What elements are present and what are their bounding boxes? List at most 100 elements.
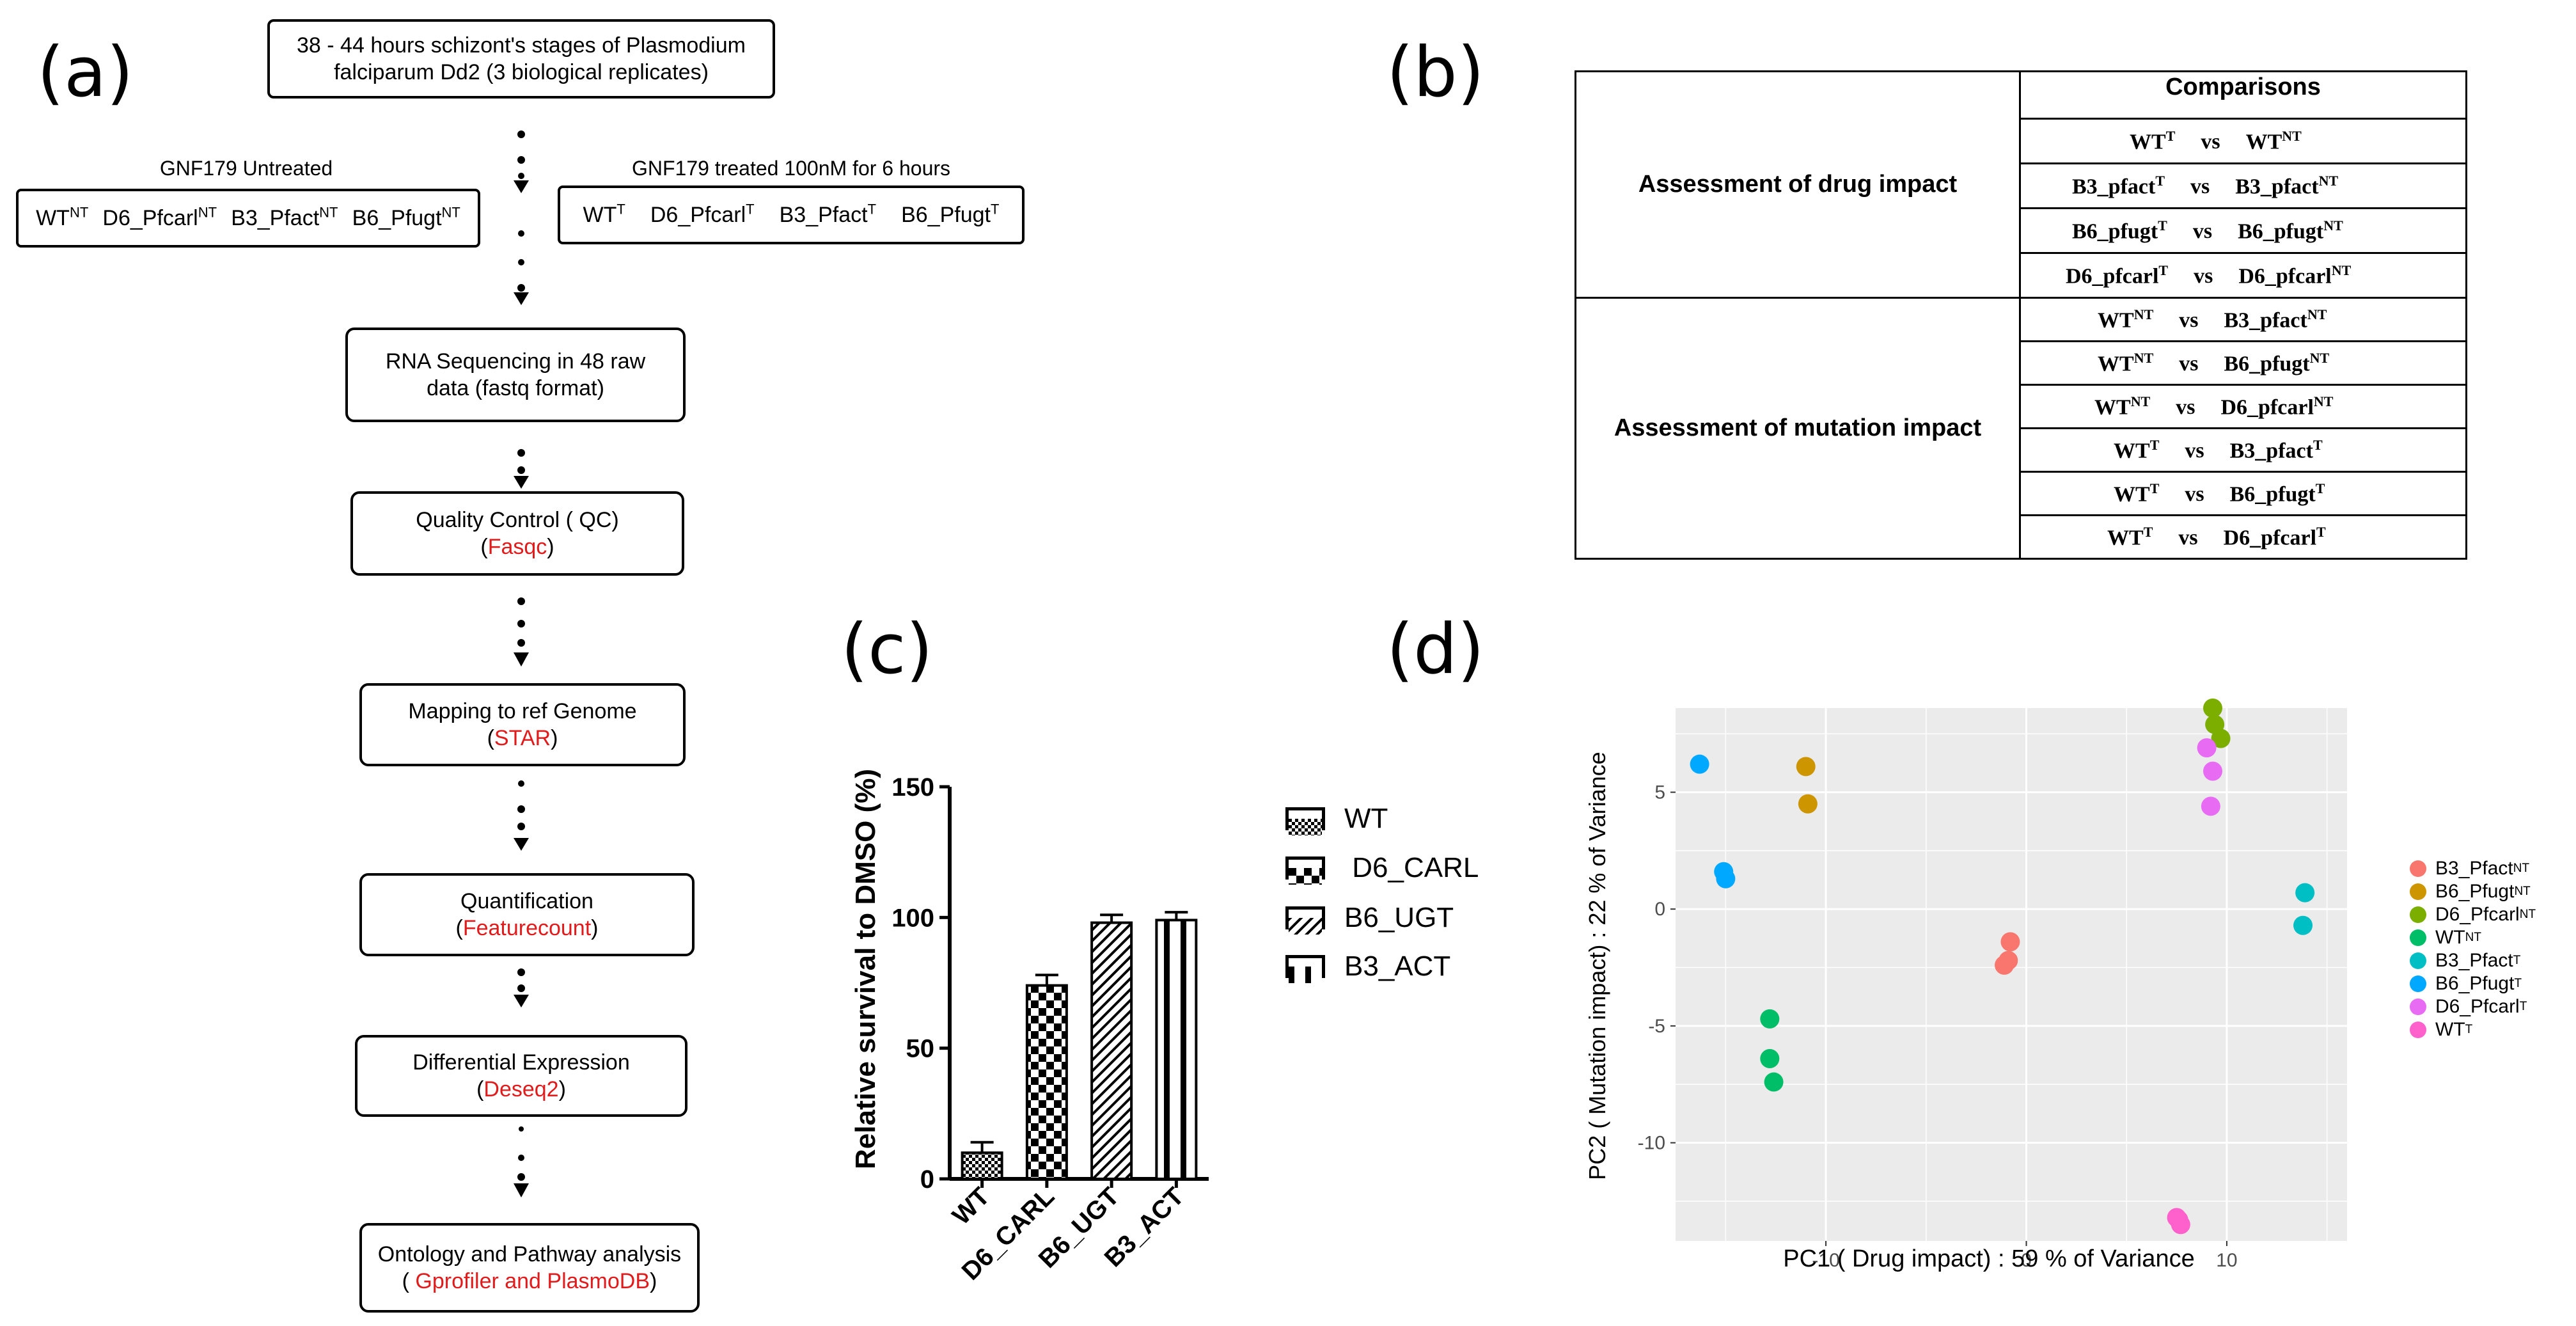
pca-legend-item: WT NT xyxy=(2410,926,2536,949)
bar-legend-b3: B3_ACT xyxy=(1285,951,1450,983)
mapping-label: Mapping to ref Genome xyxy=(408,699,637,723)
bar-x-tick-label: WT xyxy=(947,1182,995,1230)
mapping-box: Mapping to ref Genome (STAR) xyxy=(359,683,686,766)
panel-label-d: (d) xyxy=(1386,610,1484,690)
pca-point xyxy=(1760,1049,1780,1069)
pca-point xyxy=(2211,729,2231,748)
pca-legend-dot xyxy=(2410,929,2426,946)
start-line-1: 38 - 44 hours schizont's stages of Plasm… xyxy=(297,33,746,58)
qc-tool: Fasqc xyxy=(487,535,547,559)
pca-legend-dot xyxy=(2410,860,2426,877)
bar-legend-d6: D6_CARL xyxy=(1285,852,1479,885)
bar-y-tick-label: 150 xyxy=(891,773,934,801)
pca-point xyxy=(1760,1009,1780,1029)
pca-legend-item: WT T xyxy=(2410,1018,2536,1041)
qc-label: Quality Control ( QC) xyxy=(416,507,619,532)
pca-point xyxy=(1796,757,1816,777)
pca-point xyxy=(1716,869,1736,888)
pca-legend-item: B6_Pfugt NT xyxy=(2410,880,2536,903)
untreated-d6: D6_PfcarlNT xyxy=(102,204,217,230)
pca-point xyxy=(2000,932,2020,952)
bar xyxy=(961,1151,1003,1181)
pca-panel-background xyxy=(1676,708,2347,1241)
start-box: 38 - 44 hours schizont's stages of Plasm… xyxy=(267,19,775,99)
pca-x-tick-label: -10 xyxy=(1812,1250,1839,1271)
treated-d6: D6_PfcarlT xyxy=(650,201,755,227)
comparison-table: Assessment of drug impact Comparisons WT… xyxy=(1575,70,2467,560)
pca-y-tick-label: 0 xyxy=(1654,899,1665,920)
differential-expression-tool: Deseq2 xyxy=(483,1077,559,1101)
untreated-b3: B3_PfactNT xyxy=(231,204,338,230)
pca-legend-item: D6_Pfcarl NT xyxy=(2410,903,2536,926)
pca-point xyxy=(2295,883,2315,903)
sequencing-line-1: RNA Sequencing in 48 raw xyxy=(385,349,646,374)
pca-legend-dot xyxy=(2410,906,2426,923)
treated-wt: WTT xyxy=(583,201,625,227)
bar-y-tick-label: 50 xyxy=(906,1035,935,1063)
bar xyxy=(1090,921,1133,1180)
start-line-2: falciparum Dd2 (3 biological replicates) xyxy=(334,60,709,84)
pca-y-tick-label: -10 xyxy=(1638,1133,1665,1154)
panel-label-b: (b) xyxy=(1386,33,1484,113)
bar-ylabel: Relative survival to DMSO (%) xyxy=(850,769,881,1169)
differential-expression-label: Differential Expression xyxy=(412,1050,630,1075)
legend-swatch-check xyxy=(1285,856,1325,885)
pca-point xyxy=(2203,699,2222,718)
bar-y-tick-label: 0 xyxy=(920,1165,934,1194)
bar-y-tick-label: 100 xyxy=(891,904,934,932)
pca-legend-item: D6_Pfcarl T xyxy=(2410,995,2536,1018)
pca-ylabel: PC2 ( Mutation impact) : 22 % of Varianc… xyxy=(1584,752,1610,1180)
drug-row: D6_pfcarlT vs D6_pfcarlNT xyxy=(2019,252,2467,299)
panel-label-a: (a) xyxy=(37,33,134,113)
untreated-box: WTNT D6_PfcarlNT B3_PfactNT B6_PfugtNT xyxy=(16,189,480,248)
pca-y-tick-label: -5 xyxy=(1648,1016,1665,1037)
sequencing-box: RNA Sequencing in 48 raw data (fastq for… xyxy=(345,328,686,422)
pca-x-tick-label: 10 xyxy=(2216,1250,2237,1271)
pca-legend-dot xyxy=(2410,975,2426,992)
mapping-tool: STAR xyxy=(494,726,551,750)
qc-box: Quality Control ( QC) (Fasqc) xyxy=(350,491,684,576)
mutation-row: WTNT vs B6_pfugtNT xyxy=(2019,340,2467,386)
mutation-row: WTNT vs D6_pfcarlNT xyxy=(2019,384,2467,429)
ontology-label: Ontology and Pathway analysis xyxy=(377,1242,682,1267)
legend-swatch-diag xyxy=(1285,906,1325,935)
pca-point xyxy=(2197,738,2217,758)
bar-legend-b6: B6_UGT xyxy=(1285,902,1454,935)
pca-point xyxy=(2169,1210,2188,1230)
pca-point xyxy=(2293,915,2313,935)
mutation-row: WTT vs B3_pfactT xyxy=(2019,427,2467,473)
bar xyxy=(1155,919,1198,1180)
drug-row: B3_pfactT vs B3_pfactNT xyxy=(2019,162,2467,209)
ontology-tool: Gprofiler and PlasmoDB xyxy=(415,1269,650,1293)
mutation-row: WTNT vs B3_pfactNT xyxy=(2019,297,2467,342)
pca-legend-item: B6_Pfugt T xyxy=(2410,972,2536,995)
drug-row: WTT vs WTNT xyxy=(2019,118,2467,164)
differential-expression-box: Differential Expression (Deseq2) xyxy=(355,1035,687,1117)
panel-label-c: (c) xyxy=(841,610,933,690)
legend-swatch-vert xyxy=(1285,955,1325,983)
pca-legend-dot xyxy=(2410,952,2426,969)
drug-row: B6_pfugtT vs B6_pfugtNT xyxy=(2019,207,2467,254)
untreated-b6: B6_PfugtNT xyxy=(352,204,460,230)
pca-point xyxy=(1764,1072,1784,1092)
comparisons-header: Comparisons xyxy=(2019,70,2467,120)
pca-legend: B3_Pfact NT B6_Pfugt NT D6_Pfcarl NT WT NT B3_Pf… xyxy=(2410,857,2536,1041)
pca-y-tick-label: 5 xyxy=(1654,782,1665,803)
pca-point xyxy=(1798,794,1818,814)
bar-legend-wt: WT xyxy=(1285,803,1388,835)
pca-point xyxy=(1999,951,2018,970)
treated-b6: B6_PfugtT xyxy=(901,201,1000,227)
pca-point xyxy=(2203,761,2222,781)
pca-legend-dot xyxy=(2410,1022,2426,1038)
pca-legend-item: B3_Pfact NT xyxy=(2410,857,2536,880)
ontology-box: Ontology and Pathway analysis ( Gprofile… xyxy=(359,1223,700,1313)
pca-legend-item: B3_Pfact T xyxy=(2410,949,2536,972)
untreated-title: GNF179 Untreated xyxy=(159,157,333,180)
bar xyxy=(1025,984,1068,1180)
quantification-box: Quantification (Featurecount) xyxy=(359,873,695,956)
pca-legend-dot xyxy=(2410,998,2426,1015)
mutation-row: WTT vs D6_pfcarlT xyxy=(2019,514,2467,560)
sequencing-line-2: data (fastq format) xyxy=(427,376,604,400)
untreated-wt: WTNT xyxy=(36,204,89,230)
drug-impact-title: Assessment of drug impact xyxy=(1575,70,2021,299)
